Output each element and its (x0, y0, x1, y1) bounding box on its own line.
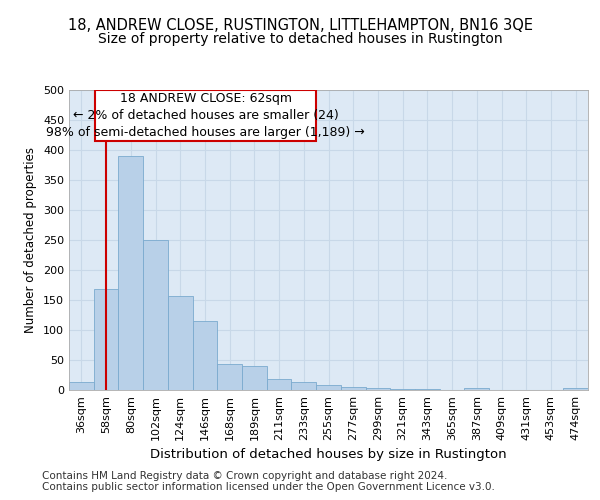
Bar (292, 382, 316, 390)
Bar (118, 156, 143, 390)
Text: Contains HM Land Registry data © Crown copyright and database right 2024.: Contains HM Land Registry data © Crown c… (42, 471, 448, 481)
Bar (94, 289, 118, 390)
Bar (193, 321, 217, 390)
Text: Contains public sector information licensed under the Open Government Licence v3: Contains public sector information licen… (42, 482, 495, 492)
Bar (242, 366, 267, 390)
Bar (143, 240, 168, 390)
Bar (217, 364, 242, 390)
Bar (341, 387, 365, 390)
Text: Size of property relative to detached houses in Rustington: Size of property relative to detached ho… (98, 32, 502, 46)
Bar (316, 384, 341, 390)
Bar (168, 296, 193, 390)
Bar (390, 389, 415, 390)
Bar (365, 388, 390, 390)
Bar (267, 378, 292, 390)
Bar (563, 388, 588, 390)
FancyBboxPatch shape (95, 90, 316, 141)
Bar (464, 388, 489, 390)
Bar (69, 382, 94, 390)
Y-axis label: Number of detached properties: Number of detached properties (25, 147, 37, 333)
Text: 18, ANDREW CLOSE, RUSTINGTON, LITTLEHAMPTON, BN16 3QE: 18, ANDREW CLOSE, RUSTINGTON, LITTLEHAMP… (67, 18, 533, 32)
X-axis label: Distribution of detached houses by size in Rustington: Distribution of detached houses by size … (150, 448, 507, 462)
Text: 18 ANDREW CLOSE: 62sqm
← 2% of detached houses are smaller (24)
98% of semi-deta: 18 ANDREW CLOSE: 62sqm ← 2% of detached … (46, 92, 365, 139)
